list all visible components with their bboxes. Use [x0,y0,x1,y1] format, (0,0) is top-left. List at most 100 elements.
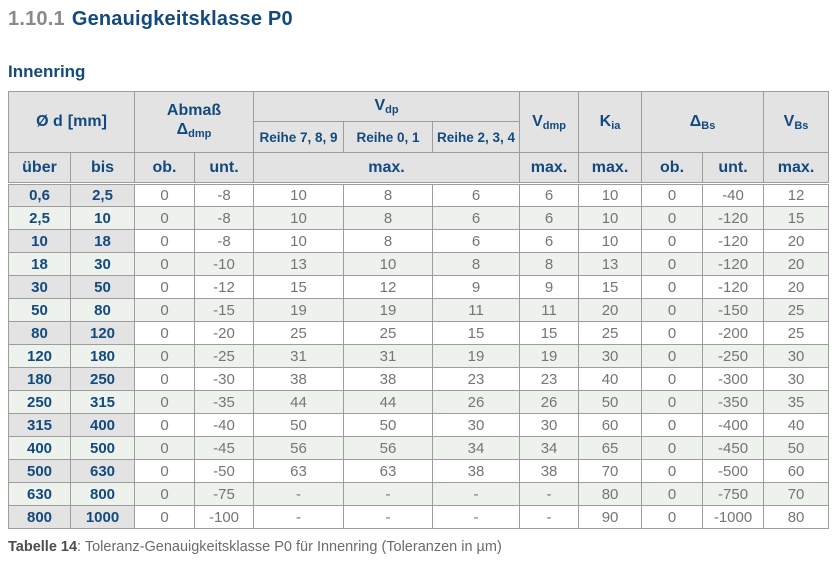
value-cell: 0 [134,252,195,276]
value-cell: 50 [578,390,643,414]
value-cell: -250 [702,344,765,368]
value-cell: 0 [134,229,195,253]
value-cell: 23 [432,367,521,391]
range-cell: 180 [8,367,71,391]
range-cell: 250 [70,367,135,391]
value-cell: 10 [343,252,434,276]
value-cell: 10 [253,183,345,207]
value-cell: 38 [519,459,580,483]
value-cell: 63 [253,459,345,483]
value-cell: - [343,482,434,506]
value-cell: 0 [134,413,195,437]
table-row: 315 400 0 -40 50 50 30 30 60 0 -400 40 [8,413,830,437]
range-cell: 630 [8,482,71,506]
value-cell: -100 [193,505,255,529]
value-cell: 25 [343,321,434,345]
value-cell: 13 [578,252,643,276]
value-cell: -35 [193,390,255,414]
subheader-max-vdmp: max. [519,152,580,185]
value-cell: 15 [578,275,643,299]
col-header-reihe-234: Reihe 2, 3, 4 [432,121,521,153]
value-cell: 6 [519,229,580,253]
value-cell: 19 [253,298,345,322]
value-cell: 0 [134,298,195,322]
caption-text: : Toleranz-Genauigkeitsklasse P0 für Inn… [77,539,502,555]
value-cell: 31 [253,344,345,368]
table-row: 0,6 2,5 0 -8 10 8 6 6 10 0 -40 12 [8,183,830,207]
col-header-vdp: Vdp [253,91,521,122]
value-cell: 30 [763,367,830,391]
value-cell: -50 [193,459,255,483]
value-cell: 63 [343,459,434,483]
value-cell: 10 [578,206,643,230]
range-cell: 2,5 [70,183,135,207]
value-cell: 0 [134,482,195,506]
range-cell: 50 [8,298,71,322]
subheader-unt: unt. [193,152,255,185]
range-cell: 0,6 [8,183,71,207]
range-cell: 30 [8,275,71,299]
value-cell: 0 [134,183,195,207]
value-cell: 0 [641,252,704,276]
value-cell: 0 [641,344,704,368]
subheader-max-vdp: max. [253,152,521,185]
value-cell: 38 [432,459,521,483]
value-cell: 25 [578,321,643,345]
subheader-ob-dbs: ob. [641,152,704,185]
value-cell: 38 [253,367,345,391]
value-cell: 34 [519,436,580,460]
value-cell: 11 [519,298,580,322]
col-header-reihe-789: Reihe 7, 8, 9 [253,121,345,153]
diameter-symbol: Ø d [36,113,63,130]
value-cell: 40 [578,367,643,391]
value-cell: 8 [343,183,434,207]
table-row: 18 30 0 -10 13 10 8 8 13 0 -120 20 [8,252,830,276]
value-cell: 56 [343,436,434,460]
table-row: 250 315 0 -35 44 44 26 26 50 0 -350 35 [8,390,830,414]
subheader-max-kia: max. [578,152,643,185]
range-cell: 80 [70,298,135,322]
value-cell: 38 [343,367,434,391]
range-cell: 120 [70,321,135,345]
value-cell: 50 [253,413,345,437]
value-cell: -25 [193,344,255,368]
range-cell: 250 [8,390,71,414]
range-cell: 400 [8,436,71,460]
diameter-unit: [mm] [67,113,107,130]
subheader-ob: ob. [134,152,195,185]
range-cell: 30 [70,252,135,276]
page-title: 1.10.1 Genauigkeitsklasse P0 [8,8,828,31]
value-cell: 26 [519,390,580,414]
value-cell: 0 [134,344,195,368]
value-cell: -120 [702,229,765,253]
value-cell: 0 [641,505,704,529]
abmass-label: Abmaß [166,101,222,119]
value-cell: -20 [193,321,255,345]
table-caption: Tabelle 14: Toleranz-Genauigkeitsklasse … [8,539,828,555]
value-cell: 0 [641,459,704,483]
range-cell: 80 [8,321,71,345]
table-body: 0,6 2,5 0 -8 10 8 6 6 10 0 -40 12 2,5 10 0 -8 10 8 6 6 10 0 -1… [8,183,830,529]
value-cell: - [519,482,580,506]
value-cell: 90 [578,505,643,529]
value-cell: 34 [432,436,521,460]
value-cell: - [432,505,521,529]
value-cell: 19 [519,344,580,368]
value-cell: -750 [702,482,765,506]
value-cell: - [253,482,345,506]
document-page: 1.10.1 Genauigkeitsklasse P0 Innenring Ø … [8,8,830,555]
value-cell: 13 [253,252,345,276]
table-row: 500 630 0 -50 63 63 38 38 70 0 -500 60 [8,459,830,483]
value-cell: 6 [432,206,521,230]
value-cell: -120 [702,275,765,299]
value-cell: -120 [702,252,765,276]
value-cell: 30 [519,413,580,437]
value-cell: -75 [193,482,255,506]
subheader-ueber: über [8,152,71,185]
tolerance-table: Ø d [mm] Abmaß Δdmp Vdp Vdmp Kia [8,91,830,529]
subheader-max-vbs: max. [763,152,830,185]
value-cell: 0 [641,229,704,253]
range-cell: 1000 [70,505,135,529]
col-header-abmass: Abmaß Δdmp [133,91,255,153]
value-cell: -8 [193,206,255,230]
